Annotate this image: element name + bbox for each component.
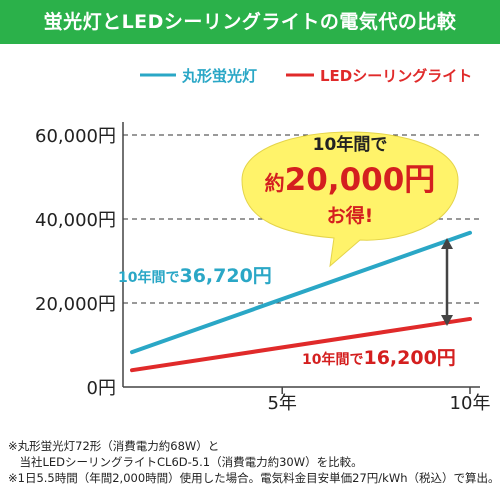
svg-text:10年間で36,720円: 10年間で36,720円	[118, 265, 272, 287]
legend-label-led: LEDシーリングライト	[320, 67, 472, 85]
difference-arrow	[441, 238, 453, 326]
annotation-led-prefix: 10年間で	[302, 351, 363, 368]
footnote-line: 当社LEDシーリングライトCL6D-5.1（消費電力約30W）を比較。	[8, 455, 363, 469]
annotation-fluorescent-prefix: 10年間で	[118, 269, 179, 286]
y-tick-label: 20,000円	[35, 294, 116, 315]
savings-bubble-shape	[241, 131, 459, 268]
svg-text:10年間で16,200円: 10年間で16,200円	[302, 347, 456, 369]
legend: 丸形蛍光灯 LEDシーリングライト	[140, 67, 472, 85]
footnote-line: ※丸形蛍光灯72形（消費電力約68W）と	[8, 439, 220, 453]
savings-bubble-line1: 10年間で	[313, 134, 388, 155]
annotation-fluorescent-value: 36,720円	[179, 265, 271, 287]
annotation-fluorescent-total: 10年間で36,720円	[118, 265, 272, 287]
x-tick-labels: 5年 10年	[267, 387, 490, 414]
y-tick-label: 0円	[87, 378, 116, 399]
series-lines	[130, 230, 472, 373]
annotation-led-total: 10年間で16,200円	[302, 347, 456, 369]
y-tick-label: 40,000円	[35, 210, 116, 231]
savings-bubble-line3: お得!	[327, 204, 374, 227]
y-tick-labels: 0円 20,000円 40,000円 60,000円	[35, 126, 116, 399]
series-line-led	[130, 316, 472, 373]
axes	[122, 122, 480, 388]
legend-label-fluorescent: 丸形蛍光灯	[181, 67, 257, 85]
x-tick-label: 5年	[267, 393, 296, 414]
x-tick-label: 10年	[450, 393, 491, 414]
y-tick-label: 60,000円	[35, 126, 116, 147]
footnotes: ※丸形蛍光灯72形（消費電力約68W）と 当社LEDシーリングライトCL6D-5…	[8, 438, 496, 486]
series-line-fluorescent	[130, 230, 472, 355]
electricity-cost-chart: 丸形蛍光灯 LEDシーリングライト 0円 20,000円 40,000円 60,000…	[35, 67, 490, 414]
savings-bubble-value: 20,000円	[285, 162, 436, 198]
savings-bubble: 10年間で 約20,000円 お得!	[241, 131, 459, 268]
footnote-line: ※1日5.5時間（年間2,000時間）使用した場合。電気料金目安単価27円/kW…	[8, 471, 496, 485]
page-title: 蛍光灯とLEDシーリングライトの電気代の比較	[0, 0, 500, 44]
savings-bubble-prefix: 約	[265, 171, 285, 195]
annotation-led-value: 16,200円	[363, 347, 455, 369]
svg-text:約20,000円: 約20,000円	[265, 162, 436, 198]
